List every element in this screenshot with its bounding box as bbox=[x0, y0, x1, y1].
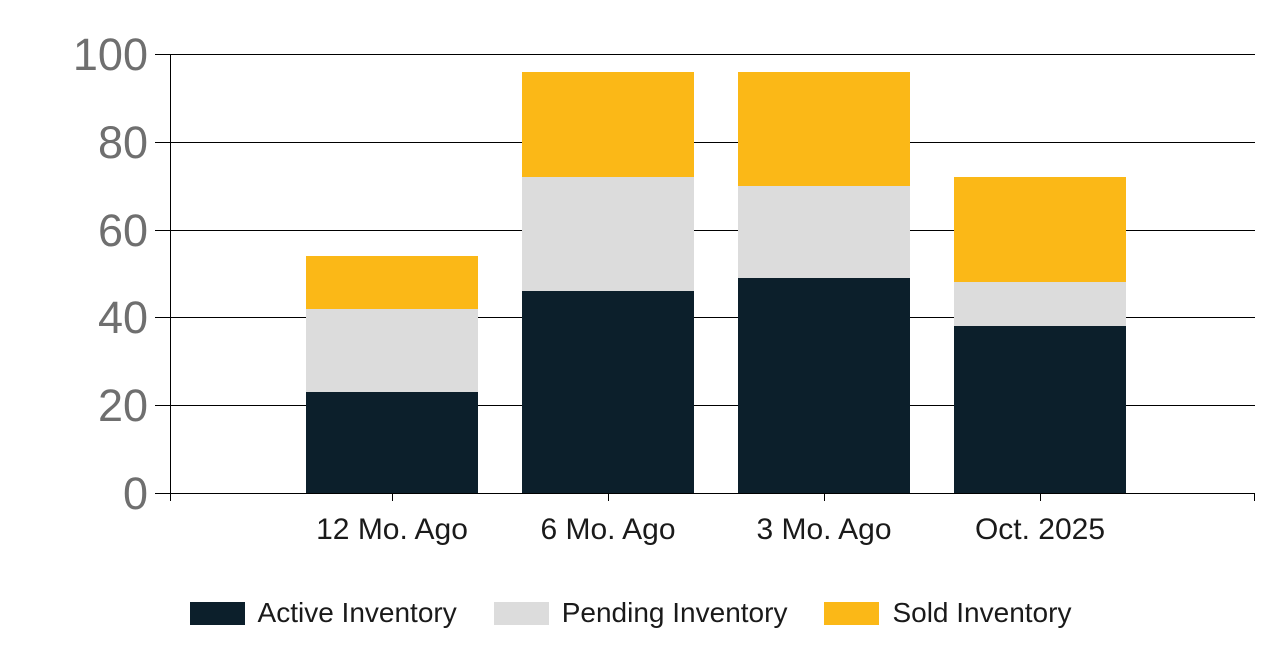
y-tick-label-100: 100 bbox=[72, 29, 148, 80]
legend-swatch-icon bbox=[493, 601, 549, 625]
x-tick-2 bbox=[608, 493, 609, 501]
legend-label: Active Inventory bbox=[257, 597, 457, 628]
x-tick-right-end bbox=[1254, 493, 1255, 501]
y-tick-label-80: 80 bbox=[97, 117, 148, 168]
bar-3-sold-inventory bbox=[738, 71, 910, 186]
x-axis-label-1: 12 Mo. Ago bbox=[316, 513, 468, 546]
gridline-0 bbox=[170, 493, 1255, 494]
bar-2-pending-inventory bbox=[522, 176, 694, 292]
bar-3-pending-inventory bbox=[738, 185, 910, 278]
x-axis-label-4: Oct. 2025 bbox=[974, 513, 1106, 546]
y-tick-label-20: 20 bbox=[97, 380, 148, 431]
y-tick-label-0: 0 bbox=[122, 468, 148, 519]
gridline-20 bbox=[170, 405, 1255, 406]
x-tick-3 bbox=[824, 493, 825, 501]
x-tick-4 bbox=[1040, 493, 1041, 501]
bar-2-sold-inventory bbox=[522, 71, 694, 177]
y-tick-0 bbox=[155, 493, 170, 494]
legend: Active Inventory Pending Inventory Sold In… bbox=[0, 597, 1261, 629]
legend-swatch-icon bbox=[824, 601, 880, 625]
legend-swatch-icon bbox=[189, 601, 245, 625]
legend-item-sold-inventory: Sold Inventory bbox=[824, 597, 1072, 629]
x-axis-label-3: 3 Mo. Ago bbox=[756, 513, 892, 546]
y-tick-20 bbox=[155, 405, 170, 406]
legend-item-active-inventory: Active Inventory bbox=[189, 597, 457, 629]
y-tick-40 bbox=[155, 317, 170, 318]
gridline-60 bbox=[170, 230, 1255, 231]
y-tick-80 bbox=[155, 142, 170, 143]
plot-area bbox=[155, 54, 1255, 501]
x-axis-label-2: 6 Mo. Ago bbox=[540, 513, 676, 546]
legend-item-pending-inventory: Pending Inventory bbox=[493, 597, 788, 629]
y-tick-label-40: 40 bbox=[97, 292, 148, 343]
bar-3-active-inventory bbox=[738, 277, 910, 493]
y-tick-60 bbox=[155, 230, 170, 231]
bar-1-sold-inventory bbox=[306, 255, 478, 309]
y-axis-line bbox=[170, 54, 171, 501]
gridline-80 bbox=[170, 142, 1255, 143]
bar-1-active-inventory bbox=[306, 392, 478, 493]
legend-label: Sold Inventory bbox=[892, 597, 1072, 628]
bar-2-active-inventory bbox=[522, 291, 694, 493]
y-tick-label-60: 60 bbox=[97, 205, 148, 256]
bar-4-active-inventory bbox=[954, 326, 1126, 493]
y-tick-100 bbox=[155, 54, 170, 55]
gridline-40 bbox=[170, 317, 1255, 318]
bar-4-pending-inventory bbox=[954, 282, 1126, 327]
x-tick-1 bbox=[392, 493, 393, 501]
gridline-100 bbox=[170, 54, 1255, 55]
bar-4-sold-inventory bbox=[954, 176, 1126, 283]
legend-label: Pending Inventory bbox=[561, 597, 788, 628]
bar-1-pending-inventory bbox=[306, 308, 478, 393]
